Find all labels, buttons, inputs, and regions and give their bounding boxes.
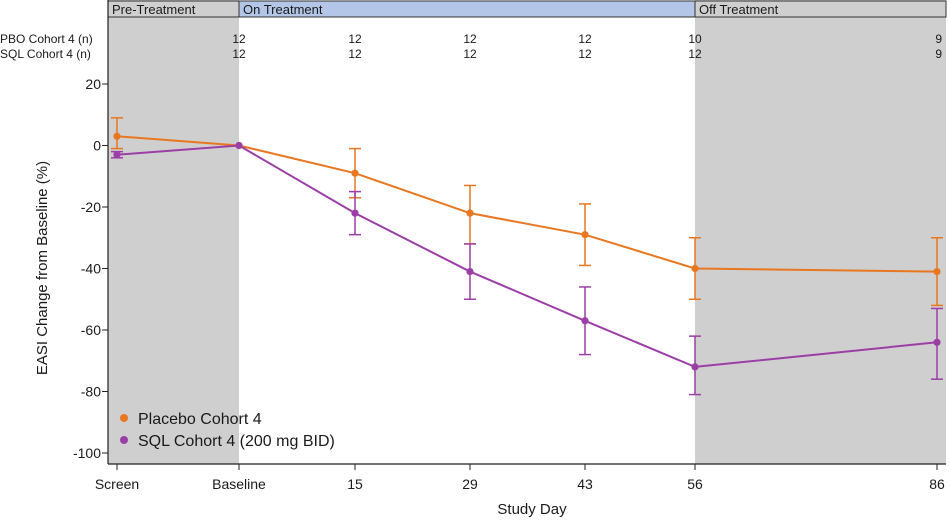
- legend: Placebo Cohort 4 SQL Cohort 4 (200 mg BI…: [120, 411, 335, 450]
- n-count-0-4: 12: [578, 32, 592, 46]
- n-count-1-4: 12: [578, 47, 592, 61]
- n-count-1-3: 12: [463, 47, 477, 61]
- data-point-1-6: [933, 338, 941, 346]
- x-tick-label-1: Baseline: [212, 476, 266, 492]
- y-ticks: 20 0 -20 -40 -60 -80 -100: [73, 76, 108, 461]
- y-tick-label-3: -40: [81, 261, 101, 277]
- data-point-0-4: [581, 231, 589, 239]
- n-count-0-5: 10: [688, 32, 702, 46]
- data-point-0-2: [351, 169, 359, 177]
- data-point-1-4: [581, 317, 589, 325]
- y-tick-label-2: -20: [81, 199, 101, 215]
- data-point-0-0: [113, 132, 121, 140]
- x-tick-label-5: 56: [687, 476, 703, 492]
- legend-label-sql: SQL Cohort 4 (200 mg BID): [138, 433, 335, 450]
- n-count-0-6: 9: [935, 32, 942, 46]
- n-count-1-1: 12: [232, 47, 246, 61]
- x-tick-label-3: 29: [462, 476, 478, 492]
- n-count-0-3: 12: [463, 32, 477, 46]
- data-point-1-2: [351, 209, 359, 217]
- x-tick-label-6: 86: [929, 476, 945, 492]
- phase-shade-2: [695, 0, 946, 464]
- data-point-1-5: [691, 363, 699, 371]
- x-tick-label-0: Screen: [95, 476, 139, 492]
- phase-label-1: On Treatment: [243, 2, 323, 17]
- phase-label-2: Off Treatment: [699, 2, 779, 17]
- data-point-0-5: [691, 264, 699, 273]
- legend-marker-placebo: [120, 414, 128, 422]
- data-point-0-3: [466, 209, 474, 217]
- series: [111, 117, 943, 396]
- x-ticks: Screen Baseline 15 29 43 56 86: [95, 464, 945, 492]
- data-point-1-1: [235, 141, 243, 150]
- phase-header-band: Pre-Treatment On Treatment Off Treatment: [107, 0, 947, 18]
- n-count-1-6: 9: [935, 47, 942, 61]
- phase-label-0: Pre-Treatment: [112, 2, 196, 17]
- phase-shade-0: [108, 0, 239, 464]
- n-count-0-2: 12: [348, 32, 362, 46]
- phase-band-2: [694, 0, 947, 18]
- legend-label-placebo: Placebo Cohort 4: [138, 411, 262, 428]
- y-tick-label-0: 20: [85, 76, 101, 92]
- n-row-label-1: SQL Cohort 4 (n): [0, 47, 91, 61]
- n-count-1-2: 12: [348, 47, 362, 61]
- n-count-0-1: 12: [232, 32, 246, 46]
- series-1: [111, 141, 943, 396]
- y-tick-label-6: -100: [73, 445, 101, 461]
- n-row-label-0: PBO Cohort 4 (n): [0, 32, 93, 46]
- y-axis-title: EASI Change from Baseline (%): [34, 161, 51, 375]
- n-count-1-5: 12: [688, 47, 702, 61]
- x-tick-label-4: 43: [577, 476, 593, 492]
- axes: [107, 0, 946, 465]
- data-point-0-6: [933, 267, 941, 276]
- y-tick-label-1: 0: [93, 138, 101, 154]
- data-point-1-0: [113, 151, 121, 159]
- y-tick-label-5: -80: [81, 384, 101, 400]
- phase-shading: [108, 0, 946, 464]
- x-tick-label-2: 15: [347, 476, 363, 492]
- x-axis-title: Study Day: [497, 501, 567, 518]
- data-point-1-3: [466, 267, 474, 276]
- y-tick-label-4: -60: [81, 322, 101, 338]
- legend-marker-sql: [120, 436, 128, 444]
